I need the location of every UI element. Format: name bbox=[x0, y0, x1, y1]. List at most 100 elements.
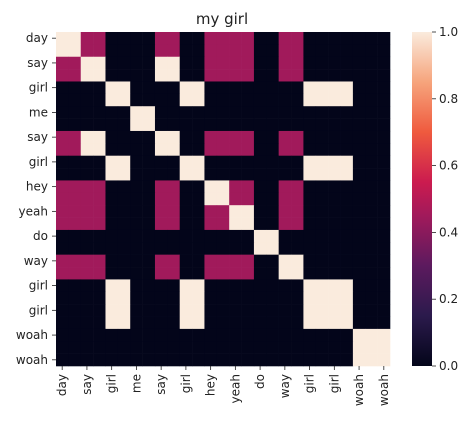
heatmap-cell bbox=[167, 69, 180, 82]
heatmap-cell bbox=[179, 81, 193, 95]
heatmap-cell bbox=[315, 267, 329, 280]
heatmap-cell bbox=[80, 304, 94, 317]
heatmap-cell bbox=[303, 254, 317, 268]
heatmap-cell bbox=[253, 242, 267, 255]
heatmap-cell bbox=[303, 304, 317, 317]
colorbar-tick-label: 0.2 bbox=[439, 292, 458, 306]
heatmap-cell bbox=[241, 291, 255, 305]
heatmap-cell bbox=[291, 254, 304, 268]
heatmap-cell bbox=[229, 155, 242, 169]
heatmap-cell bbox=[291, 217, 304, 231]
heatmap-cell bbox=[266, 328, 279, 342]
heatmap-cell bbox=[328, 118, 341, 132]
heatmap-cell bbox=[80, 93, 94, 107]
heatmap-cell bbox=[105, 341, 119, 354]
heatmap-cell bbox=[56, 143, 69, 156]
heatmap-cell bbox=[167, 143, 180, 156]
heatmap-cell bbox=[328, 217, 341, 231]
heatmap-cell bbox=[291, 341, 304, 354]
heatmap-cell bbox=[179, 106, 193, 119]
heatmap-cell bbox=[328, 81, 341, 95]
heatmap-cell bbox=[179, 143, 193, 156]
heatmap-cell bbox=[117, 205, 131, 218]
y-tick-label: do bbox=[33, 229, 48, 243]
heatmap-cell bbox=[142, 254, 156, 268]
heatmap-cell bbox=[352, 106, 366, 119]
heatmap-cell bbox=[167, 279, 180, 293]
heatmap-cell bbox=[117, 291, 131, 305]
heatmap-cell bbox=[154, 69, 168, 82]
heatmap-cell bbox=[303, 291, 317, 305]
heatmap-cell bbox=[216, 229, 230, 243]
heatmap-cell bbox=[241, 93, 255, 107]
heatmap-cell bbox=[253, 69, 267, 82]
heatmap-cell bbox=[117, 341, 131, 354]
heatmap-cell bbox=[303, 118, 317, 132]
heatmap-cell bbox=[130, 155, 143, 169]
colorbar-tick-label: 1.0 bbox=[439, 25, 458, 39]
heatmap-cell bbox=[278, 242, 292, 255]
heatmap-cell bbox=[241, 341, 255, 354]
heatmap-cell bbox=[229, 229, 242, 243]
heatmap-cell bbox=[167, 192, 180, 206]
heatmap-cell bbox=[80, 328, 94, 342]
heatmap-cell bbox=[291, 143, 304, 156]
heatmap-cell bbox=[68, 341, 82, 354]
heatmap-cell bbox=[278, 69, 292, 82]
heatmap-cell bbox=[105, 69, 119, 82]
heatmap-cell bbox=[130, 254, 143, 268]
heatmap-cell bbox=[266, 229, 279, 243]
heatmap-cell bbox=[365, 205, 378, 218]
heatmap-cell bbox=[117, 69, 131, 82]
heatmap-cell bbox=[192, 316, 205, 330]
heatmap-cell bbox=[142, 69, 156, 82]
heatmap-cell bbox=[192, 118, 205, 132]
heatmap-cell bbox=[154, 180, 168, 194]
heatmap-cell bbox=[377, 279, 391, 293]
heatmap-cell bbox=[253, 353, 267, 367]
heatmap-cell bbox=[315, 279, 329, 293]
heatmap-cell bbox=[229, 168, 242, 181]
heatmap-cell bbox=[340, 279, 354, 293]
heatmap-cell bbox=[68, 56, 82, 70]
heatmap-cell bbox=[142, 118, 156, 132]
heatmap-cell bbox=[216, 353, 230, 367]
heatmap-cell bbox=[229, 56, 242, 70]
heatmap-cell bbox=[216, 291, 230, 305]
heatmap-cell bbox=[340, 291, 354, 305]
heatmap-cell bbox=[278, 341, 292, 354]
heatmap-cell bbox=[204, 69, 218, 82]
heatmap-cell bbox=[216, 217, 230, 231]
heatmap-cell bbox=[80, 130, 94, 144]
heatmap-cell bbox=[377, 192, 391, 206]
heatmap-cell bbox=[253, 328, 267, 342]
heatmap-cell bbox=[266, 32, 279, 45]
heatmap-cell bbox=[204, 56, 218, 70]
heatmap-cell bbox=[216, 93, 230, 107]
heatmap-cell bbox=[340, 205, 354, 218]
heatmap-cell bbox=[315, 130, 329, 144]
heatmap-cell bbox=[80, 279, 94, 293]
heatmap-cell bbox=[365, 353, 378, 367]
heatmap-cell bbox=[303, 192, 317, 206]
heatmap-cell bbox=[266, 93, 279, 107]
heatmap-cell bbox=[253, 192, 267, 206]
heatmap-cell bbox=[105, 106, 119, 119]
heatmap-cell bbox=[130, 118, 143, 132]
heatmap-cell bbox=[68, 316, 82, 330]
heatmap-cell bbox=[68, 143, 82, 156]
heatmap-cell bbox=[105, 229, 119, 243]
heatmap-cell bbox=[328, 32, 341, 45]
heatmap-cell bbox=[204, 304, 218, 317]
heatmap-cell bbox=[192, 291, 205, 305]
heatmap-cell bbox=[328, 180, 341, 194]
heatmap-cell bbox=[68, 192, 82, 206]
heatmap-cell bbox=[291, 229, 304, 243]
heatmap-cell bbox=[241, 242, 255, 255]
heatmap-cell bbox=[229, 341, 242, 354]
heatmap-cell bbox=[142, 267, 156, 280]
heatmap-cell bbox=[377, 254, 391, 268]
heatmap-cell bbox=[266, 316, 279, 330]
heatmap-cell bbox=[179, 192, 193, 206]
heatmap-cell bbox=[105, 205, 119, 218]
